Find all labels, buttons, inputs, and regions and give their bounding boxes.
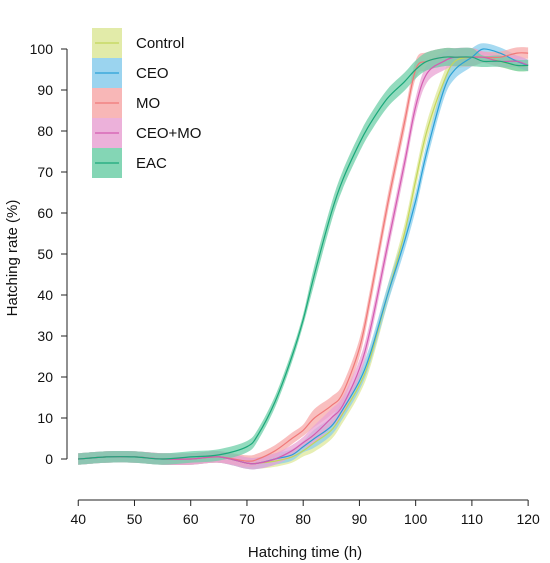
- y-tick-label-10: 10: [37, 410, 53, 426]
- y-axis-title: Hatching rate (%): [4, 200, 21, 317]
- x-tick-label-40: 40: [70, 511, 86, 527]
- x-tick-label-80: 80: [295, 511, 311, 527]
- line-control: [78, 56, 529, 465]
- x-tick-label-110: 110: [461, 511, 484, 527]
- x-tick-label-90: 90: [352, 511, 368, 527]
- y-tick-label-40: 40: [37, 287, 53, 303]
- y-tick-label-80: 80: [37, 123, 53, 139]
- x-axis-title: Hatching time (h): [248, 544, 362, 561]
- x-tick-label-70: 70: [239, 511, 255, 527]
- line-ceo-mo: [78, 56, 529, 465]
- line-mo: [78, 52, 529, 462]
- x-tick-label-60: 60: [183, 511, 199, 527]
- series-lines: [78, 48, 529, 465]
- y-tick-label-50: 50: [37, 246, 53, 262]
- legend-label-mo: MO: [136, 95, 160, 112]
- legend-label-ceo: CEO: [136, 65, 169, 82]
- x-tick-label-100: 100: [404, 511, 428, 527]
- y-tick-label-100: 100: [30, 41, 54, 57]
- line-eac: [78, 56, 529, 460]
- x-tick-label-120: 120: [516, 511, 540, 527]
- y-tick-label-60: 60: [37, 205, 53, 221]
- axes: 40 50 60 70 80 90 100 110 120 0 10 20 30 40 50 60 70 80 90…: [30, 41, 540, 527]
- legend-label-eac: EAC: [136, 155, 167, 172]
- y-tick-label-70: 70: [37, 164, 53, 180]
- legend-label-ceo-mo: CEO+MO: [136, 125, 201, 142]
- y-tick-label-90: 90: [37, 82, 53, 98]
- y-tick-label-30: 30: [37, 328, 53, 344]
- legend-label-control: Control: [136, 35, 184, 52]
- y-tick-label-20: 20: [37, 369, 53, 385]
- x-tick-label-50: 50: [127, 511, 143, 527]
- y-tick-label-0: 0: [45, 451, 53, 467]
- legend: Control CEO MO CEO+MO EAC: [92, 28, 201, 178]
